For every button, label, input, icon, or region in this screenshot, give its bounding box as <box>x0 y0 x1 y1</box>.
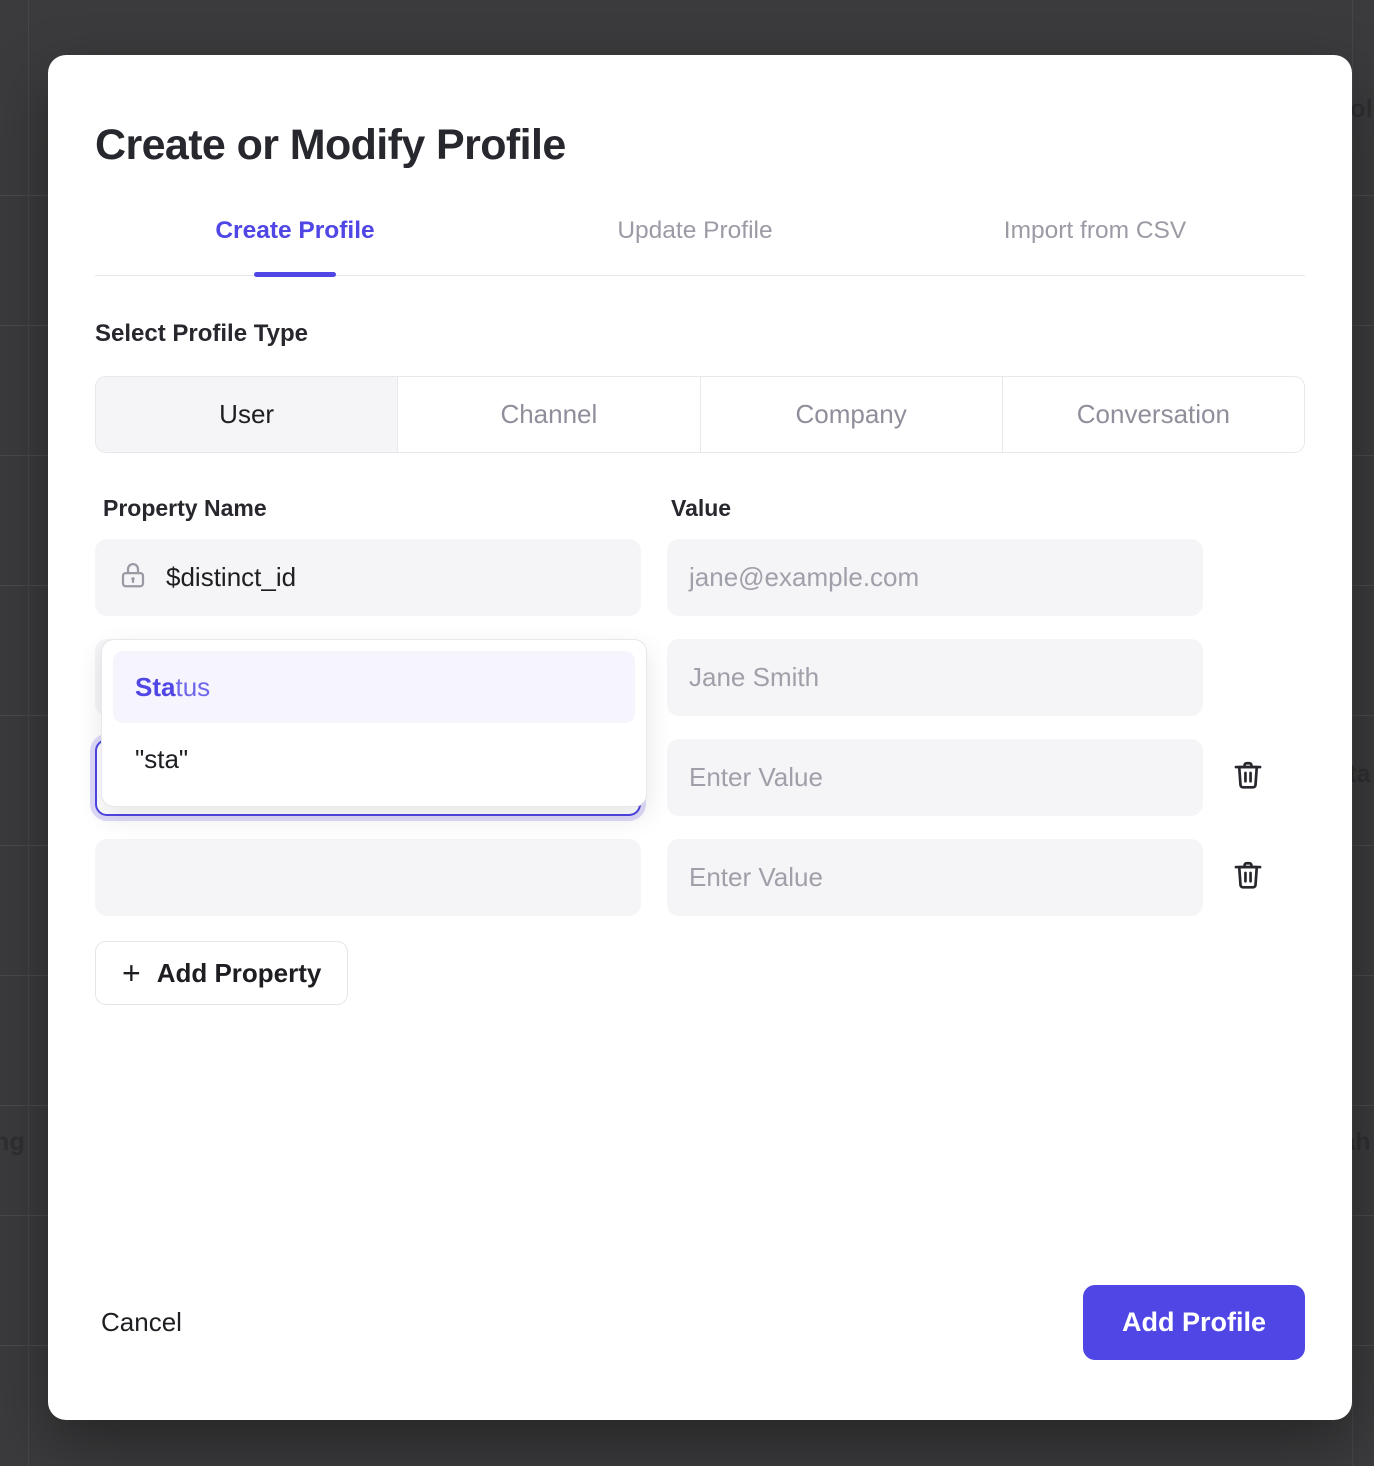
value-input-distinct-id[interactable]: jane@example.com <box>667 539 1203 616</box>
autocomplete-literal-text: "sta" <box>135 743 189 774</box>
value-placeholder: Enter Value <box>689 762 823 792</box>
autocomplete-option-literal[interactable]: "sta" <box>113 723 635 795</box>
delete-row-button[interactable] <box>1225 855 1271 901</box>
property-row: Enter Value <box>95 839 1305 916</box>
tab-label: Update Profile <box>617 217 773 244</box>
add-property-button[interactable]: + Add Property <box>95 941 349 1005</box>
plus-icon: + <box>122 955 141 991</box>
tab-label: Import from CSV <box>1003 217 1187 244</box>
background-text-fragment: ng <box>0 1128 25 1156</box>
value-input-new-2[interactable]: Enter Value <box>667 839 1203 916</box>
profile-type-option-conversation[interactable]: Conversation <box>1002 377 1304 452</box>
property-row: $distinct_id jane@example.com <box>95 539 1305 616</box>
dialog-tabs: Create Profile Update Profile Import fro… <box>95 217 1305 276</box>
autocomplete-match-text: Sta <box>135 671 176 702</box>
delete-row-button[interactable] <box>1225 755 1271 801</box>
property-name-field-distinct-id: $distinct_id <box>95 539 641 616</box>
profile-type-option-channel[interactable]: Channel <box>398 377 701 452</box>
column-header-property-name: Property Name <box>103 495 267 521</box>
property-name-autocomplete-dropdown: Sta tus "sta" <box>101 639 647 807</box>
tab-create-profile[interactable]: Create Profile <box>95 217 495 275</box>
trash-icon <box>1231 858 1265 897</box>
trash-icon <box>1231 758 1265 797</box>
segment-label: Channel <box>500 399 598 429</box>
select-profile-type-label: Select Profile Type <box>95 320 308 347</box>
property-rows: $distinct_id jane@example.com $name <box>95 539 1305 916</box>
property-name-input-new-2[interactable] <box>95 839 641 916</box>
value-input-name[interactable]: Jane Smith <box>667 639 1203 716</box>
cancel-button[interactable]: Cancel <box>95 1297 188 1348</box>
tab-label: Create Profile <box>215 217 375 244</box>
add-property-label: Add Property <box>156 957 322 988</box>
create-or-modify-profile-dialog: Create or Modify Profile Create Profile … <box>48 55 1352 1420</box>
value-placeholder: Enter Value <box>689 862 823 892</box>
add-profile-button[interactable]: Add Profile <box>1082 1285 1305 1360</box>
value-placeholder: Jane Smith <box>689 662 820 692</box>
lock-icon <box>118 560 148 595</box>
background-table-col-divider <box>1352 0 1353 1466</box>
page-title: Create or Modify Profile <box>95 121 566 169</box>
value-placeholder: jane@example.com <box>689 562 920 592</box>
property-name-text: $distinct_id <box>166 562 297 592</box>
column-header-value: Value <box>671 495 732 521</box>
autocomplete-option-status[interactable]: Sta tus <box>113 651 635 723</box>
profile-type-segmented-control: User Channel Company Conversation <box>95 376 1305 453</box>
property-table-header: Property Name Value <box>95 495 1305 522</box>
dialog-footer: Cancel Add Profile <box>95 1285 1305 1360</box>
segment-label: Conversation <box>1076 399 1230 429</box>
tab-import-from-csv[interactable]: Import from CSV <box>895 217 1295 275</box>
segment-label: Company <box>795 399 907 429</box>
tab-update-profile[interactable]: Update Profile <box>495 217 895 275</box>
background-table-col-divider <box>28 0 29 1466</box>
profile-type-option-user[interactable]: User <box>96 377 399 452</box>
autocomplete-rest-text: tus <box>175 671 211 702</box>
segment-label: User <box>219 399 275 429</box>
value-input-new-1[interactable]: Enter Value <box>667 739 1203 816</box>
profile-type-option-company[interactable]: Company <box>700 377 1003 452</box>
